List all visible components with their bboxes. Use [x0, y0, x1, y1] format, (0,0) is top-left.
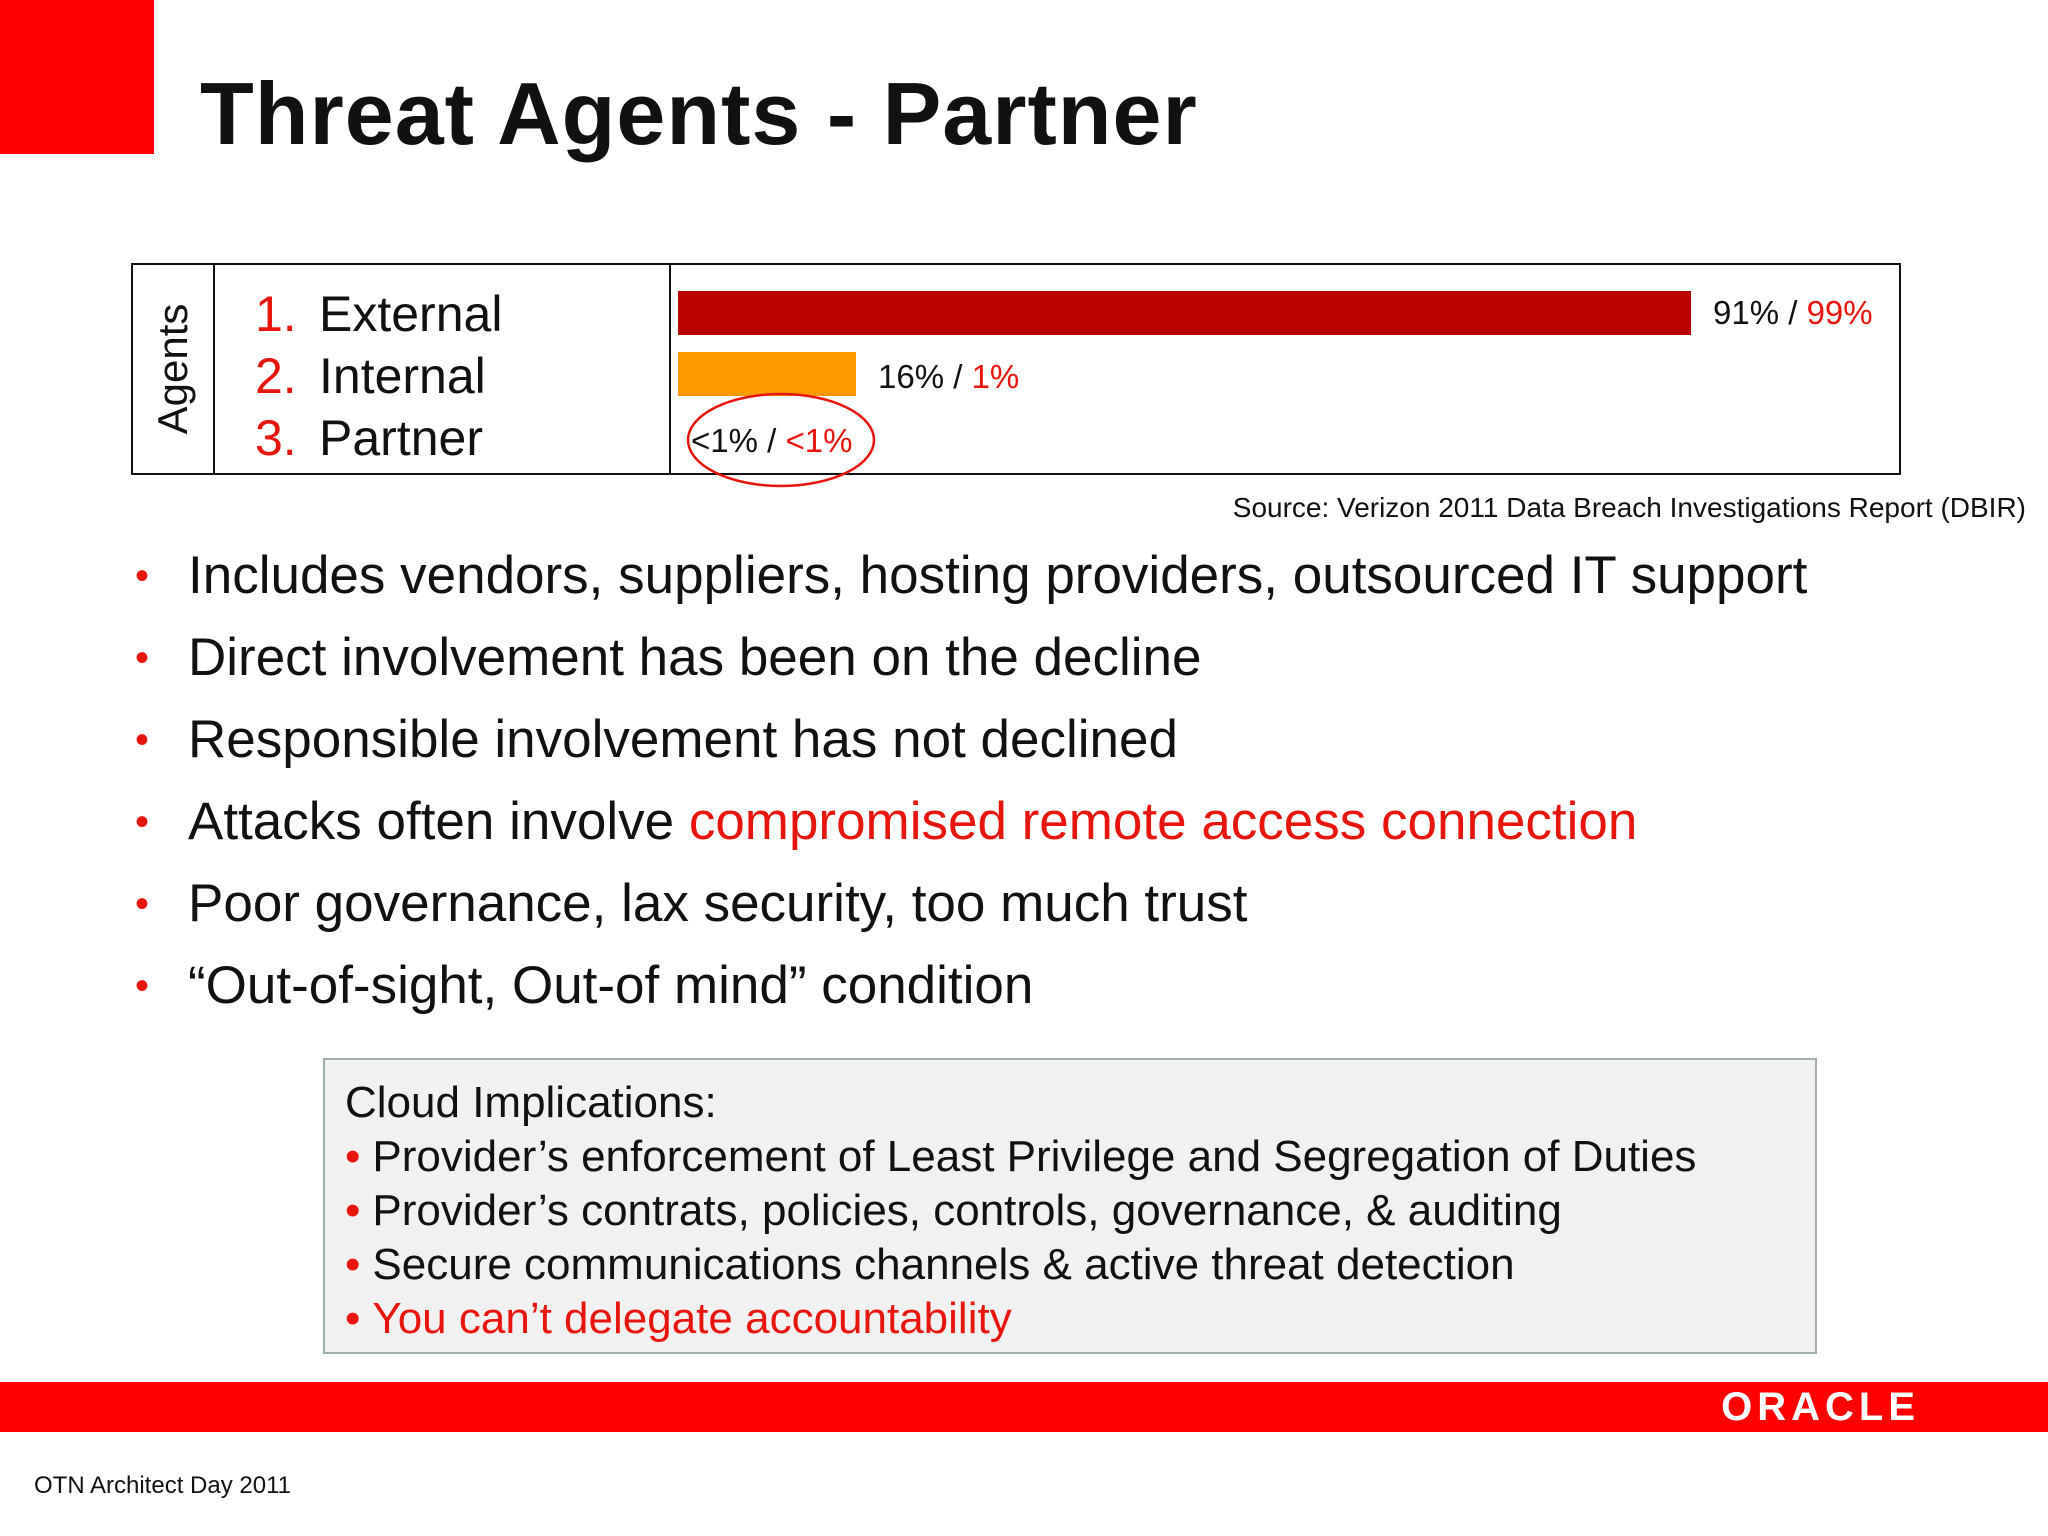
bullet-list: • Includes vendors, suppliers, hosting pr…	[135, 535, 1807, 1027]
cloud-item: • Provider’s enforcement of Least Privile…	[345, 1130, 1795, 1184]
footer-event-label: OTN Architect Day 2011	[34, 1472, 291, 1499]
bullet-text: Poor governance, lax security, too much …	[188, 874, 1248, 933]
bullet-dot-icon: •	[135, 964, 150, 1008]
cloud-item-text: Provider’s enforcement of Least Privileg…	[372, 1132, 1697, 1181]
agents-list: 1. External 2. Internal 3. Partner	[215, 265, 671, 473]
bullet-item: • Attacks often involve compromised remot…	[135, 781, 1807, 863]
agent-label: External	[319, 286, 503, 342]
corner-accent	[0, 0, 154, 154]
bullet-text: Responsible involvement has not declined	[188, 710, 1178, 769]
bar-label-partner: <1% / <1%	[691, 422, 852, 460]
agents-axis-label: Agents	[149, 303, 196, 435]
cloud-item: • Secure communications channels & active…	[345, 1238, 1795, 1292]
bar-label-value-highlight: 1%	[971, 358, 1020, 395]
bar-label-internal: 16% / 1%	[878, 358, 1019, 396]
cloud-item-text: Provider’s contrats, policies, controls,…	[372, 1186, 1562, 1235]
agent-number: 2.	[255, 348, 297, 404]
bullet-dot-icon: •	[135, 554, 150, 598]
bullet-dot-icon: •	[135, 882, 150, 926]
bar-label-separator: /	[1779, 294, 1807, 331]
bullet-item: • Poor governance, lax security, too much…	[135, 863, 1807, 945]
slide-title: Threat Agents - Partner	[200, 64, 1198, 163]
bar-label-value-highlight: <1%	[785, 422, 853, 459]
bar-label-separator: /	[757, 422, 786, 459]
agent-item-partner: 3. Partner	[255, 407, 669, 469]
bar-label-separator: /	[944, 358, 972, 395]
bullet-text: “Out-of-sight, Out-of mind” condition	[188, 956, 1034, 1015]
agent-item-external: 1. External	[255, 283, 669, 345]
bullet-dot-icon: •	[135, 718, 150, 762]
agents-bar-chart: 91% / 99% 16% / 1% <1% / <1%	[671, 265, 1899, 488]
bullet-item: • Responsible involvement has not decline…	[135, 699, 1807, 781]
agents-table: Agents 1. External 2. Internal 3. Partner 9…	[131, 263, 1901, 488]
cloud-item-text: Secure communications channels & active …	[372, 1240, 1515, 1289]
highlight-ellipse	[686, 392, 876, 488]
source-citation: Source: Verizon 2011 Data Breach Investi…	[1232, 492, 2026, 523]
bullet-dot-icon: •	[135, 636, 150, 680]
bullet-dot-icon: •	[345, 1294, 361, 1343]
agent-number: 3.	[255, 410, 297, 466]
bullet-dot-icon: •	[345, 1186, 361, 1235]
highlight-ellipse-shape	[686, 392, 876, 488]
bullet-item: • Direct involvement has been on the decl…	[135, 617, 1807, 699]
agents-axis-cell: Agents	[133, 265, 215, 473]
bar-label-value: <1%	[691, 422, 758, 459]
bar-internal	[678, 352, 856, 396]
bar-label-value-highlight: 99%	[1806, 294, 1873, 331]
cloud-item: • Provider’s contrats, policies, controls…	[345, 1184, 1795, 1238]
bullet-item: • “Out-of-sight, Out-of mind” condition	[135, 945, 1807, 1027]
bullet-text: Direct involvement has been on the decli…	[188, 628, 1202, 687]
bullet-highlight: compromised remote access connection	[688, 792, 1638, 851]
cloud-item-text: You can’t delegate accountability	[372, 1294, 1012, 1343]
bar-external	[678, 291, 1691, 335]
cloud-item-highlight: • You can’t delegate accountability	[345, 1292, 1795, 1346]
bullet-text: Attacks often involve	[188, 792, 689, 851]
bullet-dot-icon: •	[345, 1132, 361, 1181]
footer-band: ORACLE	[0, 1382, 2048, 1432]
bullet-dot-icon: •	[135, 800, 150, 844]
cloud-implications-box: Cloud Implications: • Provider’s enforcem…	[323, 1058, 1817, 1354]
bar-label-value: 16%	[878, 358, 945, 395]
agent-label: Internal	[319, 348, 486, 404]
oracle-logo: ORACLE	[1721, 1385, 1920, 1429]
bullet-text: Includes vendors, suppliers, hosting pro…	[188, 546, 1808, 605]
bullet-dot-icon: •	[345, 1240, 361, 1289]
agent-label: Partner	[319, 410, 483, 466]
agent-item-internal: 2. Internal	[255, 345, 669, 407]
agent-number: 1.	[255, 286, 297, 342]
bar-label-value: 91%	[1713, 294, 1780, 331]
cloud-heading: Cloud Implications:	[345, 1078, 717, 1127]
bullet-item: • Includes vendors, suppliers, hosting pr…	[135, 535, 1807, 617]
bar-label-external: 91% / 99%	[1713, 294, 1873, 332]
